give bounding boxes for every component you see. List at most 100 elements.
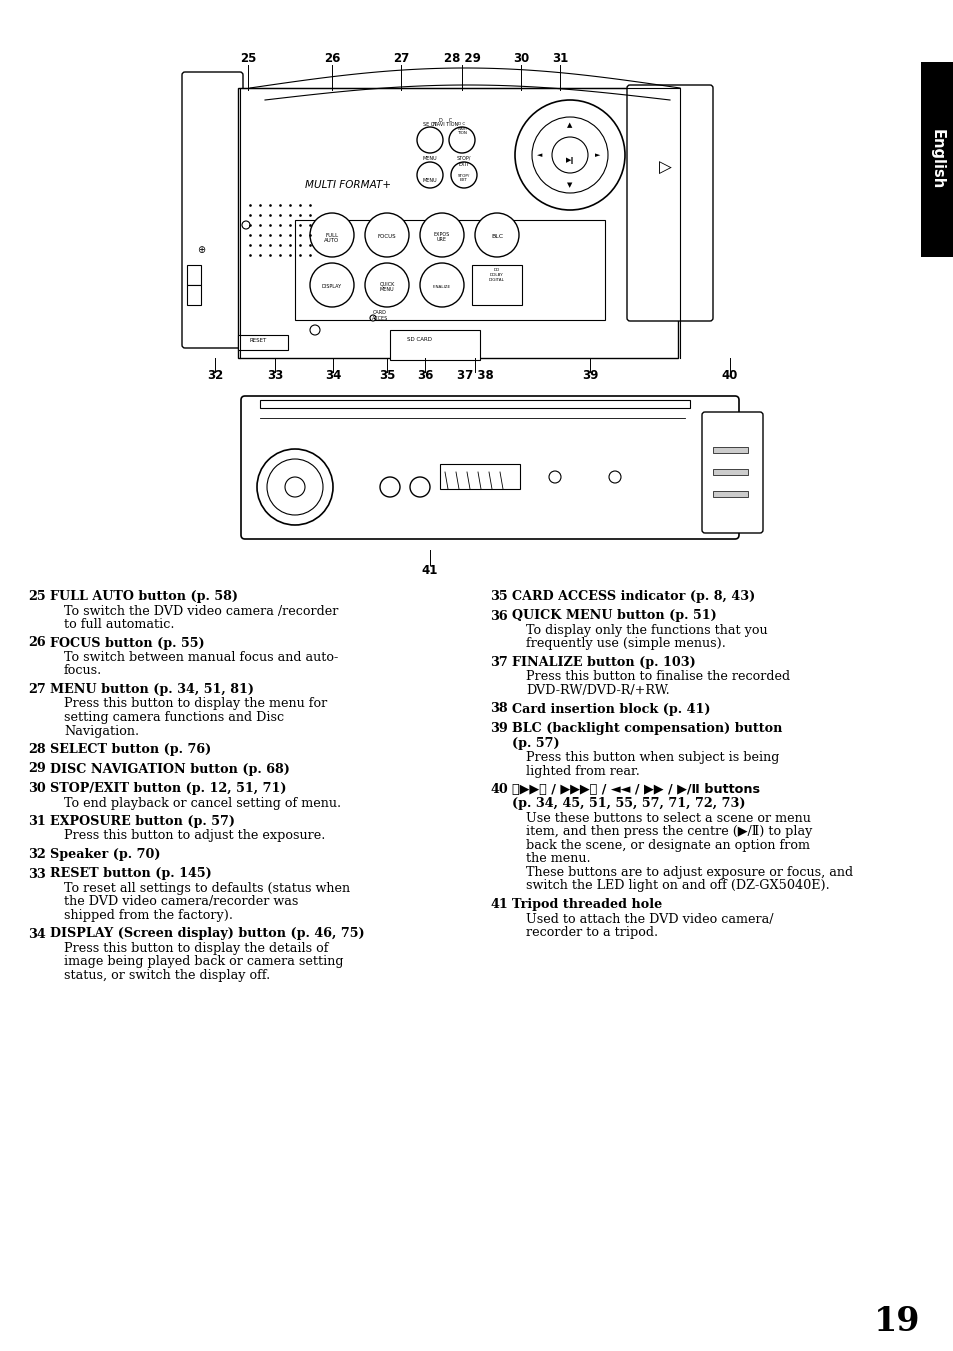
Text: ◄: ◄ [537, 153, 542, 158]
Text: 35: 35 [378, 369, 395, 382]
Text: FOCUS button (p. 55): FOCUS button (p. 55) [50, 636, 204, 650]
Text: 26: 26 [29, 636, 46, 650]
Circle shape [515, 100, 624, 209]
Bar [920, 62, 953, 257]
Circle shape [451, 162, 476, 188]
Text: Navigation.: Navigation. [64, 724, 139, 738]
Text: image being played back or camera setting: image being played back or camera settin… [64, 955, 343, 969]
Circle shape [419, 263, 463, 307]
Text: RESET: RESET [250, 338, 267, 343]
Text: Used to attach the DVD video camera/: Used to attach the DVD video camera/ [525, 912, 773, 925]
Text: SD CARD: SD CARD [407, 336, 432, 342]
Circle shape [379, 477, 399, 497]
Text: ⧃▶▶⧃ / ▶▶▶⧃ / ◄◄ / ▶▶ / ▶/Ⅱ buttons: ⧃▶▶⧃ / ▶▶▶⧃ / ◄◄ / ▶▶ / ▶/Ⅱ buttons [512, 784, 760, 796]
Text: ►: ► [595, 153, 600, 158]
Circle shape [416, 127, 442, 153]
Text: D    C: D C [439, 118, 452, 123]
Text: ▼: ▼ [567, 182, 572, 188]
Text: FINALIZE: FINALIZE [433, 285, 451, 289]
Text: Use these buttons to select a scene or menu: Use these buttons to select a scene or m… [525, 812, 810, 825]
Circle shape [410, 477, 430, 497]
Text: 37 38: 37 38 [456, 369, 493, 382]
Text: FULL
AUTO: FULL AUTO [324, 232, 339, 243]
Bar [187, 285, 201, 305]
Text: MENU: MENU [422, 155, 436, 161]
Text: 33: 33 [267, 369, 283, 382]
Circle shape [370, 315, 375, 322]
Text: Tripod threaded hole: Tripod threaded hole [512, 898, 661, 911]
Circle shape [310, 213, 354, 257]
Circle shape [310, 263, 354, 307]
FancyBboxPatch shape [241, 396, 739, 539]
Text: DISC NAVIGATION button (p. 68): DISC NAVIGATION button (p. 68) [50, 762, 290, 775]
Text: To reset all settings to defaults (status when: To reset all settings to defaults (statu… [64, 882, 350, 894]
Text: shipped from the factory).: shipped from the factory). [64, 909, 233, 921]
Text: 32: 32 [29, 848, 46, 861]
Bar [187, 265, 201, 285]
Text: D C
NAVI
TION: D C NAVI TION [456, 122, 466, 135]
Text: MULTI FORMAT+: MULTI FORMAT+ [305, 180, 391, 190]
Text: Press this button to display the details of: Press this button to display the details… [64, 942, 328, 955]
Circle shape [285, 477, 305, 497]
Text: QUICK MENU button (p. 51): QUICK MENU button (p. 51) [512, 609, 716, 623]
FancyBboxPatch shape [182, 72, 243, 349]
Circle shape [419, 213, 463, 257]
Text: ▷: ▷ [658, 159, 671, 177]
Circle shape [608, 471, 620, 484]
Text: (p. 34, 45, 51, 55, 57, 71, 72, 73): (p. 34, 45, 51, 55, 57, 71, 72, 73) [512, 797, 744, 811]
Text: status, or switch the display off.: status, or switch the display off. [64, 969, 270, 982]
Text: These buttons are to adjust exposure or focus, and: These buttons are to adjust exposure or … [525, 866, 852, 880]
Bar [294, 220, 604, 320]
Text: DVD-RW/DVD-R/+RW.: DVD-RW/DVD-R/+RW. [525, 684, 669, 697]
Text: back the scene, or designate an option from: back the scene, or designate an option f… [525, 839, 809, 852]
Text: focus.: focus. [64, 665, 102, 677]
Text: Press this button to adjust the exposure.: Press this button to adjust the exposure… [64, 830, 325, 843]
Text: setting camera functions and Disc: setting camera functions and Disc [64, 711, 284, 724]
Text: 37: 37 [490, 657, 507, 669]
Text: 34: 34 [29, 928, 46, 940]
Text: MENU: MENU [422, 177, 436, 182]
Text: 28 29: 28 29 [443, 51, 480, 65]
Text: EXPOSURE button (p. 57): EXPOSURE button (p. 57) [50, 815, 234, 828]
Text: STOP/EXIT button (p. 12, 51, 71): STOP/EXIT button (p. 12, 51, 71) [50, 782, 286, 794]
Text: 34: 34 [324, 369, 341, 382]
Text: CARD
ACCES: CARD ACCES [372, 309, 388, 320]
Bar [260, 400, 689, 408]
Bar [390, 330, 479, 359]
Text: 26: 26 [323, 51, 340, 65]
Text: FULL AUTO button (p. 58): FULL AUTO button (p. 58) [50, 590, 237, 603]
Text: To switch the DVD video camera /recorder: To switch the DVD video camera /recorder [64, 604, 338, 617]
Text: lighted from rear.: lighted from rear. [525, 765, 639, 777]
Text: ▶‖: ▶‖ [565, 158, 574, 165]
Text: switch the LED light on and off (DZ-GX5040E).: switch the LED light on and off (DZ-GX50… [525, 880, 829, 893]
Bar [237, 88, 678, 358]
Circle shape [365, 213, 409, 257]
Text: QUICK
MENU: QUICK MENU [379, 281, 395, 292]
Text: 31: 31 [29, 815, 46, 828]
Circle shape [242, 222, 250, 230]
Text: frequently use (simple menus).: frequently use (simple menus). [525, 638, 725, 650]
Text: CARD ACCESS indicator (p. 8, 43): CARD ACCESS indicator (p. 8, 43) [512, 590, 755, 603]
Text: SE CT: SE CT [422, 122, 436, 127]
Circle shape [416, 162, 442, 188]
Circle shape [267, 459, 323, 515]
Circle shape [475, 213, 518, 257]
Circle shape [449, 127, 475, 153]
Text: 40: 40 [721, 369, 738, 382]
Circle shape [552, 136, 587, 173]
Text: 39: 39 [581, 369, 598, 382]
Text: EXPOS
URE: EXPOS URE [434, 231, 450, 242]
Text: SELECT button (p. 76): SELECT button (p. 76) [50, 743, 211, 757]
Text: (p. 57): (p. 57) [512, 736, 559, 750]
Text: Press this button to display the menu for: Press this button to display the menu fo… [64, 697, 327, 711]
Text: To switch between manual focus and auto-: To switch between manual focus and auto- [64, 651, 338, 663]
Text: to full automatic.: to full automatic. [64, 617, 174, 631]
Text: item, and then press the centre (▶/Ⅱ) to play: item, and then press the centre (▶/Ⅱ) to… [525, 825, 812, 839]
Text: 36: 36 [416, 369, 433, 382]
Bar [472, 265, 521, 305]
Text: NAVI TION: NAVI TION [433, 122, 458, 127]
Bar [237, 335, 288, 350]
Circle shape [365, 263, 409, 307]
Text: ⊕: ⊕ [196, 245, 205, 255]
Text: DD
DOLBY
DIGITAL: DD DOLBY DIGITAL [489, 269, 504, 281]
